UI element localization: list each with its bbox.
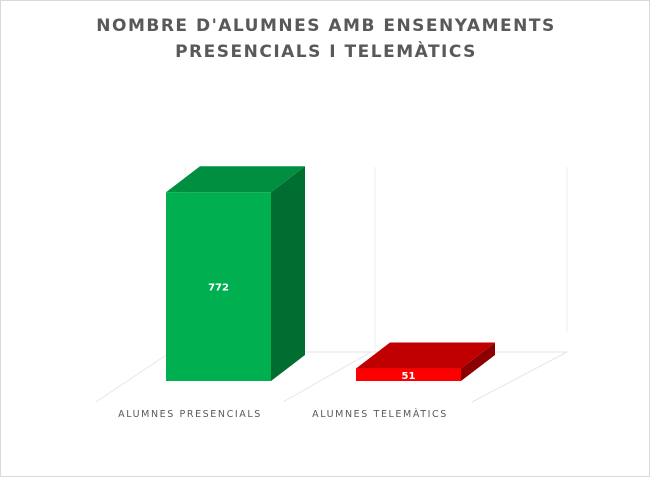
bar-top-telematics <box>356 342 495 369</box>
floor-outline <box>95 351 568 403</box>
category-label-telematics: ALUMNES TELEMÀTICS <box>312 408 448 420</box>
bars-group: 772 51 <box>166 166 495 382</box>
bar-top-presencials <box>166 166 305 193</box>
category-label-presencials: ALUMNES PRESENCIALS <box>118 409 262 420</box>
bar-side-presencials <box>271 166 305 381</box>
data-label-presencials: 772 <box>208 283 229 294</box>
chart-title-line-1: NOMBRE D'ALUMNES AMB ENSENYAMENTS <box>96 16 555 36</box>
data-label-telematics: 51 <box>402 371 416 382</box>
floor-divider <box>282 351 372 403</box>
bar-telematics <box>356 368 461 381</box>
chart-title-line-2: PRESENCIALS I TELEMÀTICS <box>175 40 477 62</box>
bar-presencials <box>166 192 271 381</box>
bar-side-telematics <box>461 342 495 381</box>
